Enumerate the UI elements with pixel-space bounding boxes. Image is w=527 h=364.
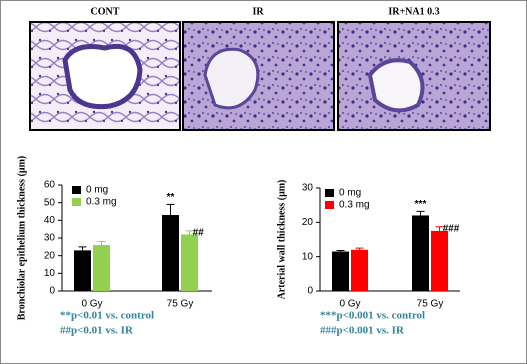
bar [74,250,91,291]
panel-label: CONT [91,6,120,17]
legend-label: 0 mg [86,185,108,196]
bar [162,215,179,291]
bar [93,245,110,291]
y-axis-label: Arterial wall thickness (μm) [276,180,287,300]
legend-label: 0 mg [339,188,361,199]
footnote: ##p<0.01 vs. IR [60,325,134,337]
panel-label: IR [252,6,264,17]
bar [181,234,198,291]
bronchiole [367,58,425,113]
legend-swatch [72,198,81,206]
y-tick-label: 60 [44,180,56,191]
x-tick-label: 75 Gy [417,299,444,310]
y-tick-label: 0 [49,286,55,297]
y-tick-label: 10 [302,251,314,262]
x-tick-label: 75 Gy [167,299,194,310]
legend-label: 0.3 mg [339,200,370,211]
legend-swatch [325,189,334,197]
footnote: **p<0.01 vs. control [60,310,154,322]
y-tick-label: 50 [44,197,56,208]
x-tick-label: 0 Gy [339,299,360,310]
y-tick-label: 40 [44,215,56,226]
bar [332,251,349,291]
error-bar [185,230,194,235]
bar [431,230,448,291]
error-bar [355,247,364,250]
y-tick-label: 10 [44,268,56,279]
error-bar [78,246,87,251]
bronchiole [62,43,143,110]
footnote: ***p<0.001 vs. control [320,310,425,322]
bronchiole [203,47,260,110]
y-tick-label: 0 [307,286,313,297]
significance-label: ### [443,223,460,234]
significance-label: ** [167,192,175,203]
y-axis-label: Bronchiolar epithelium thickness (μm) [16,156,27,320]
y-tick-label: 20 [302,217,314,228]
legend-swatch [72,186,81,194]
y-tick-label: 30 [302,183,314,194]
bar [412,215,429,291]
bar [351,249,368,291]
error-bar [416,210,425,216]
legend-swatch [325,201,334,209]
error-bar [336,249,345,252]
y-tick-label: 20 [44,250,56,261]
x-tick-label: 0 Gy [81,299,102,310]
significance-label: *** [415,199,427,210]
error-bar [97,241,106,246]
significance-label: ## [193,228,205,239]
legend-label: 0.3 mg [86,197,117,208]
error-bar [166,203,175,216]
y-tick-label: 30 [44,233,56,244]
footnote: ###p<0.001 vs. IR [320,325,405,337]
panel-label: IR+NA1 0.3 [388,6,439,17]
error-bar [435,226,444,231]
